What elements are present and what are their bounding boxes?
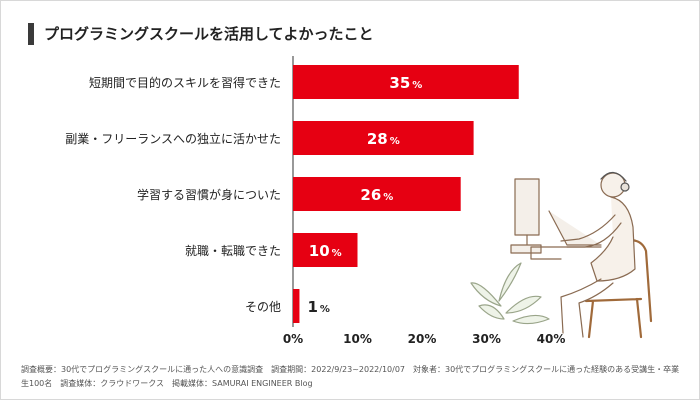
bar: [293, 289, 300, 323]
title-accent-bar: [28, 23, 34, 45]
bar: [293, 65, 519, 99]
x-tick-label: 30%: [472, 332, 501, 346]
value-label: 26%: [360, 186, 393, 204]
category-label: その他: [245, 300, 281, 314]
x-tick-label: 40%: [537, 332, 566, 346]
category-label: 就職・転職できた: [185, 244, 281, 258]
x-tick-label: 0%: [283, 332, 303, 346]
x-tick-label: 20%: [408, 332, 437, 346]
bar: [293, 121, 474, 155]
person-at-computer-illustration: [470, 171, 653, 339]
value-label: 1%: [307, 298, 329, 316]
value-label: 10%: [309, 242, 342, 260]
category-label: 副業・フリーランスへの独立に活かせた: [65, 131, 281, 146]
bar: [293, 177, 461, 211]
survey-footnote: 調査概要：30代でプログラミングスクールに通った人への意識調査 調査期間：202…: [21, 365, 680, 388]
x-tick-label: 10%: [343, 332, 372, 346]
value-label: 28%: [367, 130, 400, 148]
bar: [293, 233, 358, 267]
chart-title: プログラミングスクールを活用してよかったこと: [44, 25, 374, 43]
category-label: 短期間で目的のスキルを習得できた: [89, 75, 281, 90]
category-label: 学習する習慣が身についた: [137, 187, 281, 202]
value-label: 35%: [389, 74, 422, 92]
